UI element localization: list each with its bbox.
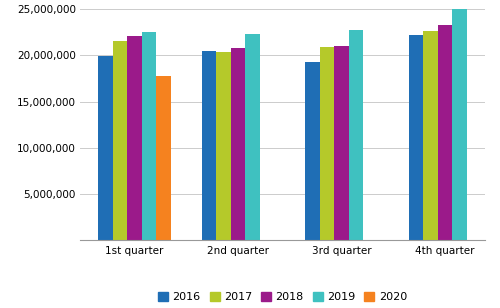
Bar (334, 46, 348, 240)
Bar (408, 35, 423, 240)
Bar (438, 25, 452, 240)
Bar (156, 76, 171, 240)
Bar (246, 34, 260, 240)
Bar (142, 32, 156, 240)
Bar (452, 9, 466, 240)
Bar (231, 48, 246, 240)
Bar (423, 31, 438, 240)
Bar (320, 47, 334, 240)
Bar (202, 51, 216, 240)
Bar (98, 56, 113, 240)
Bar (216, 52, 231, 240)
Bar (306, 62, 320, 240)
Bar (113, 41, 128, 240)
Legend: 2016, 2017, 2018, 2019, 2020: 2016, 2017, 2018, 2019, 2020 (154, 287, 412, 307)
Bar (348, 30, 363, 240)
Bar (128, 36, 142, 240)
